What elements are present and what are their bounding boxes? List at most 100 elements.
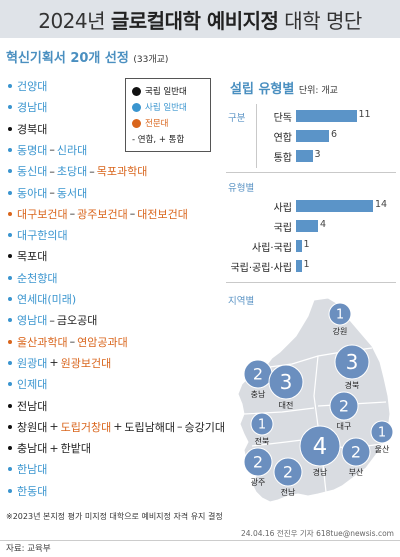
bar-category-label: 통합 (273, 153, 292, 164)
list-bullet (8, 126, 12, 131)
legend-label: 국립 일반대 (145, 87, 187, 97)
region-value-label: 1 (258, 417, 266, 432)
list-bullet (8, 424, 12, 429)
university-name: 광주보건대 (77, 207, 128, 221)
region-value-label: 2 (351, 443, 361, 462)
list-item: 동아대 – 동서대 (8, 184, 87, 202)
list-item: 울산과학대 – 연암공과대 (8, 333, 128, 351)
university-name: 경북대 (17, 122, 48, 136)
list-separator: – (69, 335, 76, 349)
list-item: 경북대 (8, 120, 47, 138)
divider (226, 172, 396, 173)
list-item: 창원대 + 도립거창대 + 도립남해대 – 승강기대 (8, 418, 225, 436)
title-bar (0, 0, 400, 38)
title-bold: 글로컬대학 예비지정 (110, 9, 279, 33)
bar (296, 110, 357, 122)
panel-title: 설립 유형별 단위: 개교 (230, 78, 338, 97)
region-value-label: 2 (253, 365, 263, 384)
divider (256, 104, 257, 168)
region-name-label: 부산 (349, 467, 364, 477)
region-bubble (370, 420, 394, 444)
university-name: 울산과학대 (17, 335, 68, 349)
university-name: 경남대 (17, 101, 48, 115)
bar-category-label: 국립 (273, 223, 292, 234)
university-name: 승강기대 (184, 420, 226, 434)
list-item: 한동대 (8, 482, 47, 500)
list-item: 전남대 (8, 397, 47, 415)
list-separator: – (49, 313, 55, 327)
list-item: 충남대 + 한밭대 (8, 439, 91, 457)
region-name-label: 광주 (251, 477, 266, 487)
list-item: 대구보건대 – 광주보건대 – 대전보건대 (8, 205, 188, 223)
list-bullet (8, 382, 12, 387)
list-bullet (8, 169, 12, 174)
list-bullet (8, 105, 12, 110)
list-item: 대구한의대 (8, 226, 68, 244)
bar-category-label: 연합 (273, 133, 292, 144)
legend-label: 전문대 (145, 119, 169, 129)
subheading-count: (33개교) (133, 55, 169, 65)
list-bullet (8, 211, 12, 216)
list-item: 연세대(미래) (8, 290, 76, 308)
university-name: 영남대 (17, 314, 48, 328)
list-item: 인제대 (8, 375, 47, 393)
list-separator: – (89, 164, 95, 178)
university-name: 금오공대 (56, 314, 98, 328)
region-value-label: 1 (336, 307, 344, 322)
region-value-label: 3 (346, 350, 359, 374)
university-name: 원광보건대 (60, 356, 112, 370)
university-name: 초당대 (56, 165, 88, 179)
list-item: 순천향대 (8, 269, 57, 287)
region-name-label: 충남 (251, 390, 266, 399)
section-label-type: 구분 (228, 113, 246, 124)
university-name: 도립거창대 (60, 420, 112, 434)
university-name: 신라대 (56, 143, 88, 157)
bar (296, 260, 302, 272)
university-name: 대구보건대 (17, 207, 68, 221)
section-label-region: 지역별 (228, 296, 255, 307)
region-bubble (329, 391, 359, 421)
list-item: 건양대 (8, 77, 47, 95)
legend-label: 사립 일반대 (145, 103, 187, 113)
university-name: 충남대 (17, 442, 48, 456)
region-bubble (268, 364, 304, 400)
list-separator: + (113, 420, 123, 434)
legend-dot (132, 86, 141, 96)
source: 자료: 교육부 (6, 544, 51, 554)
region-name-label: 대전 (279, 400, 294, 410)
university-name: 순천향대 (17, 271, 58, 285)
bar-value-label: 14 (375, 199, 388, 210)
list-bullet (8, 275, 12, 280)
bar-value-label: 4 (320, 219, 327, 230)
region-bubble (273, 457, 303, 487)
university-name: 동아대 (17, 186, 48, 200)
university-name: 동서대 (56, 186, 88, 200)
list-bullet (8, 233, 12, 238)
university-name: 인제대 (17, 378, 48, 392)
list-separator: – (49, 164, 55, 178)
list-subheading: 혁신기획서 20개 선정 (33개교) (6, 47, 168, 66)
university-name: 대전보건대 (137, 207, 188, 221)
list-bullet (8, 84, 12, 88)
bar (296, 200, 373, 212)
region-value-label: 4 (313, 434, 328, 460)
university-name: 원광대 (17, 356, 48, 370)
university-name: 목포대 (17, 250, 48, 264)
list-separator: – (177, 420, 183, 434)
bar-value-label: 11 (358, 109, 371, 120)
list-separator: – (49, 186, 55, 199)
region-value-label: 2 (339, 397, 349, 416)
bar (296, 130, 329, 142)
region-value-label: 2 (283, 463, 293, 482)
legend-item: 사립 일반대 (132, 101, 187, 113)
panel-unit: 단위: 개교 (298, 86, 338, 96)
university-name: 목포과학대 (96, 165, 148, 179)
university-name: 한남대 (17, 463, 48, 477)
bar-value-label: 6 (331, 129, 338, 140)
list-item: 동명대 – 신라대 (8, 141, 87, 159)
region-bubble (341, 437, 371, 467)
region-name-label: 전남 (281, 487, 296, 497)
legend-item: 전문대 (132, 117, 168, 129)
university-name: 창원대 (17, 420, 48, 434)
